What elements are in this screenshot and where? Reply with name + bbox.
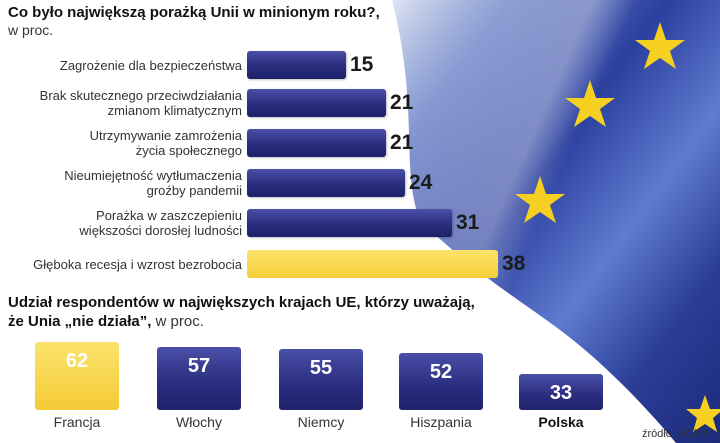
bar-label: Brak skutecznego przeciwdziałania zmiano… [39, 88, 242, 118]
bar-label: Zagrożenie dla bezpieczeństwa [59, 57, 242, 73]
column-value: 52 [429, 361, 453, 383]
bar [247, 89, 386, 117]
flag-star-icon [515, 176, 565, 223]
bar [247, 51, 346, 79]
chart2-subtitle: w proc. [155, 313, 204, 330]
bar [247, 169, 405, 197]
bar-label: Głęboka recesja i wzrost bezrobocia [33, 256, 242, 272]
bar-label: Porażka w zaszczepieniu większości doros… [79, 208, 242, 238]
flag-star-icon [565, 80, 615, 127]
bar [247, 250, 498, 278]
bar-value: 21 [390, 91, 414, 114]
column [157, 347, 241, 410]
column-value: 57 [187, 355, 211, 377]
bar-value: 15 [350, 53, 374, 76]
flag-star-icon [635, 22, 685, 69]
column-label: Francja [53, 414, 101, 430]
column-value: 55 [309, 357, 333, 379]
chart2-title-line2: że Unia „nie działa”, [8, 313, 152, 330]
column-label: Niemcy [297, 414, 345, 430]
bar-value: 38 [502, 252, 526, 275]
chart1-subtitle: w proc. [8, 22, 54, 38]
column [399, 353, 483, 410]
column-label: Hiszpania [410, 414, 472, 430]
bar-label: Utrzymywanie zamrożenia życia społeczneg… [89, 128, 242, 158]
column-label: Polska [538, 414, 584, 430]
bar-value: 31 [456, 211, 480, 234]
chart2-title-line1: Udział respondentów w największych kraja… [8, 294, 475, 311]
column-label: Włochy [176, 414, 222, 430]
flag-star-icon [686, 395, 720, 432]
column [35, 342, 119, 410]
chart2-title: Udział respondentów w największych kraja… [8, 293, 475, 331]
column-value: 33 [549, 382, 573, 404]
column [519, 374, 603, 410]
bar-label: Nieumiejętność wytłumaczenia groźby pand… [64, 168, 242, 198]
column-value: 62 [65, 350, 89, 372]
bar-value: 21 [390, 131, 414, 154]
column [279, 349, 363, 410]
bar [247, 209, 452, 237]
source-note: źródło: ECFR [641, 428, 708, 440]
chart1-title: Co było największą porażką Unii w minion… [8, 4, 380, 21]
bar-value: 24 [409, 171, 433, 194]
bar [247, 129, 386, 157]
